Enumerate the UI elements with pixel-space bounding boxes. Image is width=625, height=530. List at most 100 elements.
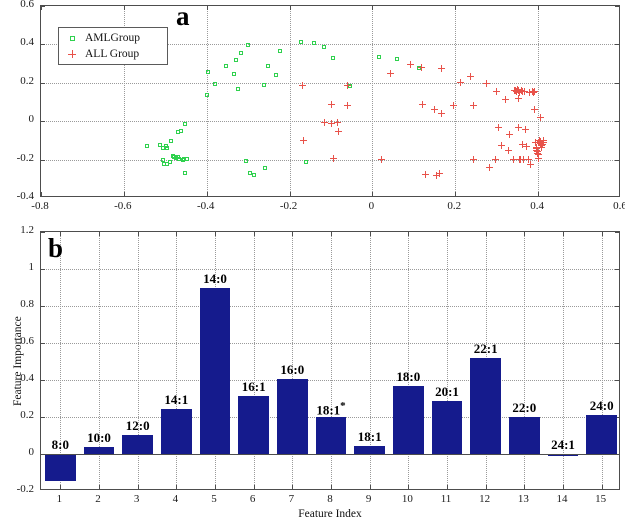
gridline-v xyxy=(455,6,457,196)
y-tick-label: 1 xyxy=(28,261,35,273)
scatter-point-aml xyxy=(169,138,174,143)
axis-tick xyxy=(615,83,619,84)
scatter-point-aml xyxy=(330,55,335,60)
bar-value-label: 8:0 xyxy=(51,437,70,452)
x-tick-label: 6 xyxy=(249,493,256,505)
panel-a-legend: AMLGroup ALL Group xyxy=(58,27,168,65)
bar xyxy=(470,357,502,454)
scatter-point-all xyxy=(521,87,529,95)
scatter-point-all xyxy=(491,156,499,164)
gridline-h xyxy=(41,306,619,307)
gridline-v xyxy=(331,232,332,489)
axis-tick xyxy=(176,485,177,489)
axis-tick xyxy=(455,6,456,10)
axis-tick xyxy=(215,232,216,236)
bar xyxy=(276,379,308,454)
y-tick-label: -0.2 xyxy=(16,483,34,495)
bar-value-label: 10:0 xyxy=(87,429,111,445)
scatter-point-all xyxy=(328,101,336,109)
scatter-point-all xyxy=(485,163,493,171)
scatter-point-all xyxy=(540,137,548,145)
bar xyxy=(392,385,424,454)
axis-tick xyxy=(290,192,291,196)
y-tick-label: 0.6 xyxy=(20,335,34,347)
scatter-point-all xyxy=(418,101,426,109)
y-tick-label: 0.4 xyxy=(20,372,34,384)
gridline-v xyxy=(123,6,125,196)
axis-tick xyxy=(292,232,293,236)
x-tick-label: -0.2 xyxy=(279,200,298,212)
y-tick-label: 0.2 xyxy=(20,74,34,87)
scatter-point-aml xyxy=(212,81,217,86)
gridline-v xyxy=(538,6,540,196)
scatter-point-all xyxy=(518,141,526,149)
bar-value-label: 20:1 xyxy=(435,384,459,400)
scatter-point-aml xyxy=(299,40,304,45)
axis-tick xyxy=(41,83,45,84)
axis-tick xyxy=(615,306,619,307)
scatter-point-all xyxy=(300,136,308,144)
scatter-point-all xyxy=(431,105,439,113)
scatter-point-all xyxy=(344,101,352,109)
axis-tick xyxy=(331,232,332,236)
gridline-v xyxy=(176,232,178,489)
bar xyxy=(238,395,270,454)
gridline-h xyxy=(41,380,619,381)
gridline-v xyxy=(372,6,374,196)
scatter-point-aml xyxy=(144,143,149,148)
y-tick-label: 0.2 xyxy=(20,409,34,421)
x-tick-label: 13 xyxy=(517,493,529,505)
axis-tick xyxy=(60,232,61,236)
axis-tick xyxy=(486,232,487,236)
x-tick-label: -0.8 xyxy=(31,200,49,212)
axis-tick xyxy=(138,485,139,489)
x-tick-label: 0 xyxy=(368,200,375,212)
axis-tick xyxy=(41,232,45,233)
panel-b-letter: b xyxy=(48,233,64,263)
scatter-point-all xyxy=(321,118,329,126)
axis-tick xyxy=(207,192,208,196)
axis-tick xyxy=(563,232,564,236)
scatter-point-all xyxy=(534,150,542,158)
bar xyxy=(44,454,76,481)
gridline-v xyxy=(289,6,291,196)
bar-value-label: 22:1 xyxy=(473,340,498,356)
scatter-point-aml xyxy=(167,160,172,165)
x-tick-label: -0.6 xyxy=(114,200,132,212)
gridline-v xyxy=(253,232,255,489)
axis-tick xyxy=(41,417,45,418)
axis-tick xyxy=(615,160,619,161)
gridline-v xyxy=(60,232,62,489)
y-tick-label: 0.8 xyxy=(20,298,34,310)
panel-a-letter: a xyxy=(176,1,190,31)
axis-tick xyxy=(370,232,371,236)
scatter-point-all xyxy=(524,155,532,163)
axis-tick xyxy=(41,380,45,381)
gridline-h xyxy=(41,121,619,123)
axis-tick xyxy=(41,160,45,161)
scatter-point-all xyxy=(327,120,335,128)
gridline-h xyxy=(41,159,619,161)
scatter-point-all xyxy=(456,78,464,86)
gridline-h xyxy=(41,44,619,46)
scatter-point-aml xyxy=(261,82,266,87)
x-tick-label: 14 xyxy=(556,493,568,505)
bar-value-label: 24:1 xyxy=(551,437,575,452)
scatter-point-aml xyxy=(262,165,267,170)
x-tick-label: 2 xyxy=(95,493,101,505)
bar-value-label: 24:0 xyxy=(589,398,614,414)
y-tick-label: 0 xyxy=(28,446,35,458)
scatter-point-all xyxy=(513,86,521,94)
axis-tick xyxy=(563,485,564,489)
scatter-point-all xyxy=(421,171,429,179)
scatter-point-all xyxy=(519,155,527,163)
y-tick-label: 0 xyxy=(28,113,35,126)
bar-value-label: 16:1 xyxy=(241,378,266,394)
axis-tick xyxy=(290,6,291,10)
axis-tick xyxy=(41,6,42,10)
scatter-point-aml xyxy=(247,171,252,176)
scatter-point-aml xyxy=(274,73,279,78)
gridline-v xyxy=(292,232,294,489)
scatter-point-aml xyxy=(224,64,229,69)
